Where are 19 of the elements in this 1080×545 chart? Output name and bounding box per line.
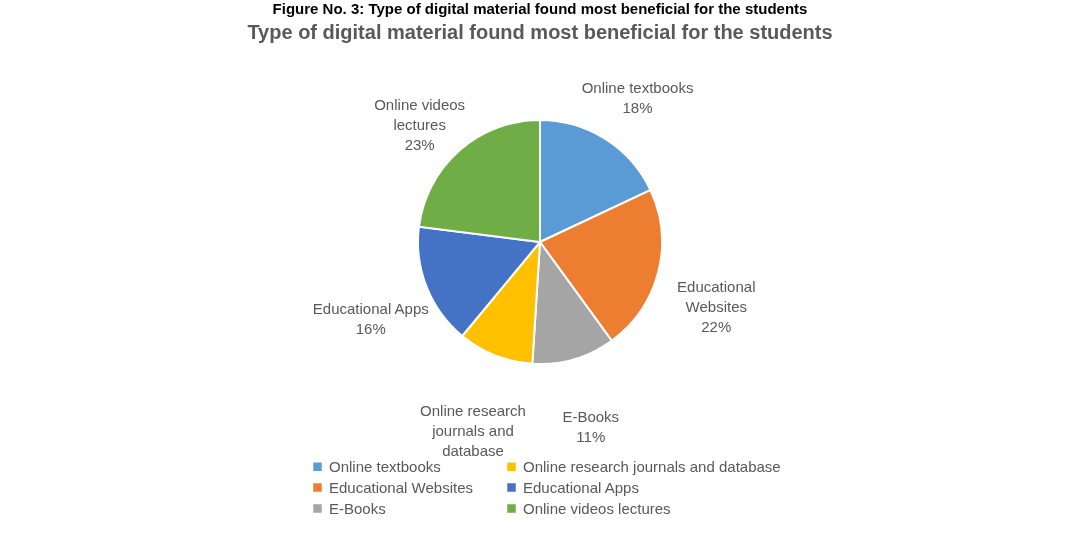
data-label: 11% [576, 427, 606, 445]
legend-label: Online research journals and database [523, 457, 781, 475]
data-label: 22% [701, 318, 732, 336]
slice-label: Online videos lectures [374, 96, 466, 134]
legend-label: Online videos lectures [523, 499, 671, 517]
slice-label: Online research journals and database [420, 402, 526, 460]
legend-label: E-Books [329, 499, 386, 517]
data-label: 23% [404, 136, 435, 154]
legend-label: Educational Websites [329, 478, 473, 496]
text: Figure No. 3: Type of digital material found most beneficial for the students [271, 0, 809, 18]
slice-label: Educational Apps [312, 300, 429, 317]
slice-label: Online textbooks [581, 79, 694, 97]
data-label: 16% [355, 320, 386, 337]
legend-label: Online textbooks [329, 457, 441, 475]
data-label: 18% [622, 99, 653, 117]
chart-title: Type of digital material found most beneficial for the students [247, 21, 833, 43]
slice-label: E-Books [562, 407, 620, 425]
legend-label: Educational Apps [523, 478, 639, 496]
slice-label: Educational Websites [677, 278, 756, 316]
